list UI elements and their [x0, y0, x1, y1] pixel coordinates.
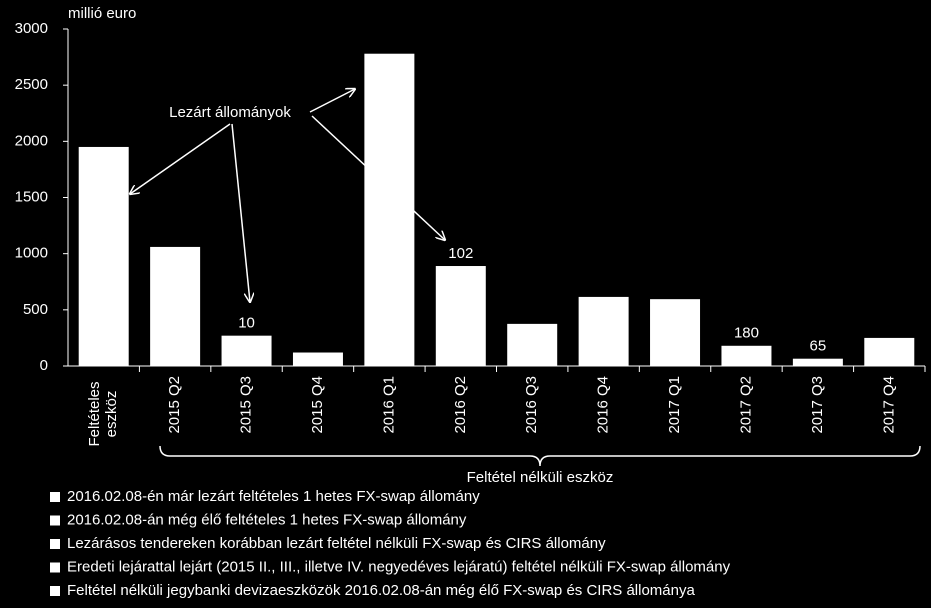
y-tick-label: 1000 [15, 245, 48, 262]
legend-label: Lezárásos tendereken korábban lezárt fel… [67, 535, 606, 552]
group-label: Feltétel nélküli eszköz [467, 469, 614, 486]
y-tick-label: 2500 [15, 76, 48, 93]
y-tick-label: 3000 [15, 20, 48, 37]
group-brace [159, 445, 921, 467]
bar [792, 358, 843, 366]
bar [578, 296, 629, 366]
annotation: 10 [238, 315, 255, 332]
y-axis-label: millió euro [68, 5, 136, 22]
x-tick-label: 2017 Q4 [880, 376, 897, 434]
x-tick-label: 2017 Q2 [737, 376, 754, 434]
bar [78, 146, 129, 366]
bar [292, 352, 343, 366]
annotation: 180 [734, 325, 759, 342]
bar [507, 323, 558, 366]
bar [650, 299, 701, 366]
legend-swatch [50, 515, 60, 526]
legend-swatch [50, 586, 60, 596]
y-tick-label: 2000 [15, 132, 48, 149]
y-tick-label: 1500 [15, 188, 48, 205]
bar [435, 266, 486, 366]
legend-swatch [50, 492, 60, 502]
legend-label: Eredeti lejárattal lejárt (2015 II., III… [67, 558, 731, 575]
x-tick-label: 2016 Q3 [523, 376, 540, 434]
x-tick-label: 2016 Q2 [452, 376, 469, 434]
legend-label: Feltétel nélküli jegybanki devizaeszközö… [67, 582, 695, 599]
arrow-label: Lezárt állományok [169, 104, 291, 121]
legend-swatch [50, 562, 60, 573]
legend-label: 2016.02.08-án még élő feltételes 1 hetes… [67, 511, 467, 528]
bar [221, 335, 272, 366]
legend-swatch [50, 539, 60, 549]
x-tick-label: 2017 Q3 [809, 376, 826, 434]
x-tick-label: 2015 Q2 [166, 376, 183, 434]
x-tick-label: 2015 Q4 [309, 376, 326, 434]
y-tick-label: 0 [40, 357, 48, 374]
legend-label: 2016.02.08-én már lezárt feltételes 1 he… [67, 488, 480, 505]
x-tick-label: 2016 Q4 [595, 376, 612, 434]
x-tick-label: Feltételeseszköz [86, 381, 120, 446]
bar [364, 53, 415, 367]
x-tick-label: 2017 Q1 [666, 376, 683, 434]
y-tick-label: 500 [23, 301, 48, 318]
annotation: 65 [810, 338, 827, 355]
bar [864, 337, 915, 366]
x-tick-label: 2016 Q1 [380, 376, 397, 434]
bar [721, 345, 772, 366]
x-tick-label: 2015 Q3 [238, 376, 255, 434]
bar [150, 246, 201, 366]
annotation: 102 [448, 245, 473, 262]
